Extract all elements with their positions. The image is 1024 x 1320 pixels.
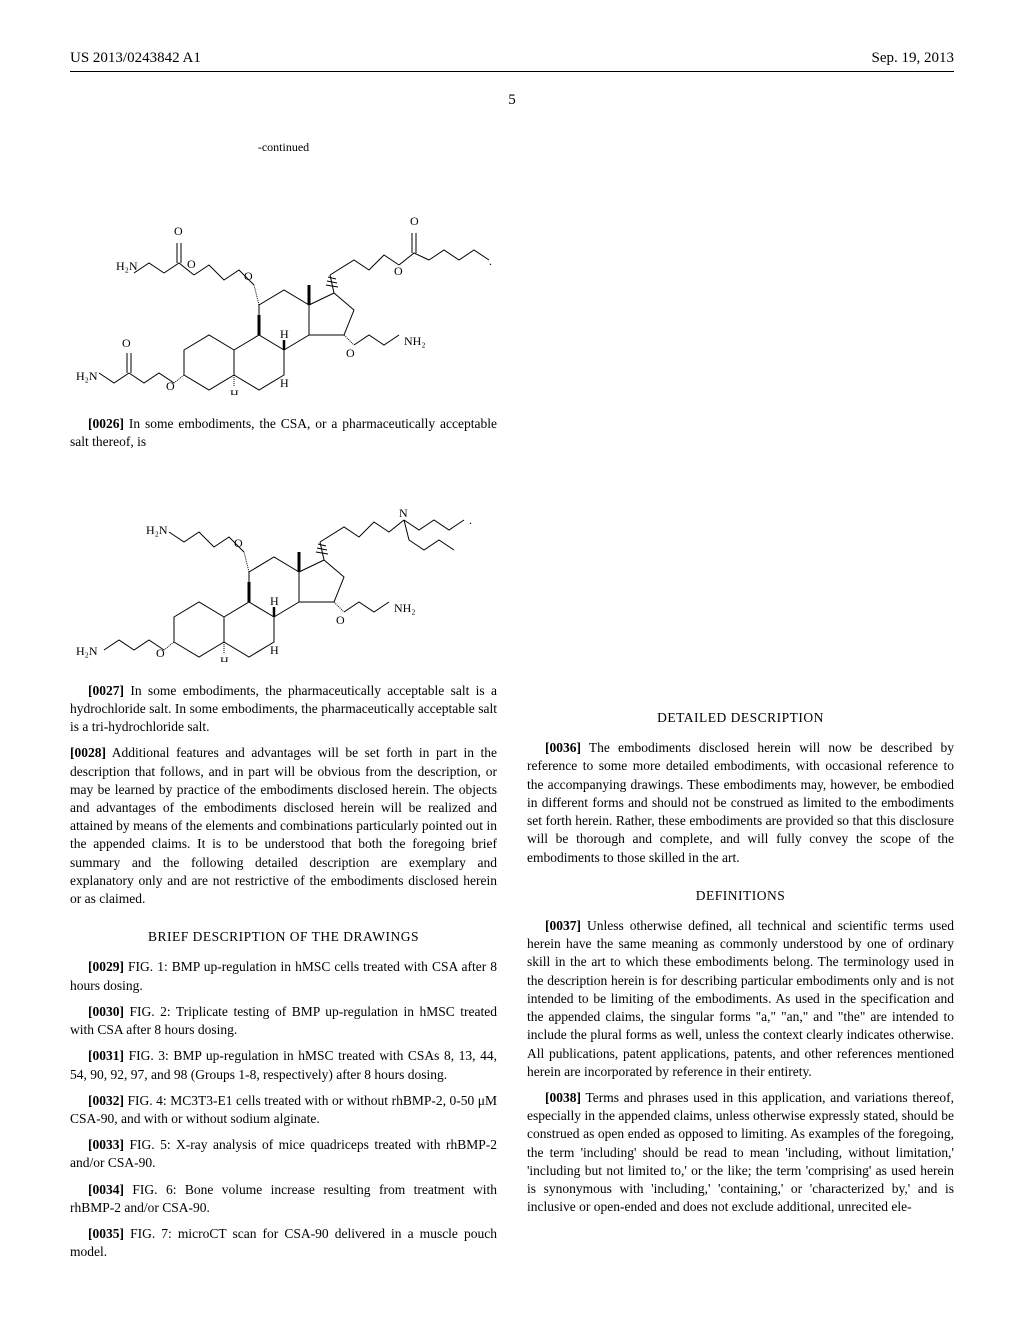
svg-text:O: O — [156, 646, 165, 660]
para-num: [0033] — [88, 1137, 124, 1152]
svg-text:NH₂: NH₂ — [394, 601, 416, 615]
svg-text:.: . — [469, 513, 472, 527]
section-detailed-description: DETAILED DESCRIPTION — [527, 709, 954, 727]
svg-text:O: O — [174, 224, 183, 238]
svg-text:N: N — [399, 506, 408, 520]
svg-text:H₂N: H₂N — [146, 523, 168, 537]
paragraph-0038: [0038] Terms and phrases used in this ap… — [527, 1089, 954, 1217]
paragraph-0028: [0028] Additional features and advantage… — [70, 744, 497, 908]
para-text: Additional features and advantages will … — [70, 745, 497, 906]
svg-text:O: O — [336, 613, 345, 627]
para-num: [0027] — [88, 683, 124, 698]
svg-text:H: H — [270, 594, 279, 608]
para-num: [0030] — [88, 1004, 124, 1019]
para-text: In some embodiments, the pharmaceuticall… — [70, 683, 497, 734]
para-num: [0038] — [545, 1090, 581, 1105]
section-brief-description: BRIEF DESCRIPTION OF THE DRAWINGS — [70, 928, 497, 946]
para-num: [0029] — [88, 959, 124, 974]
para-text: FIG. 5: X-ray analysis of mice quadricep… — [70, 1137, 497, 1170]
paragraph-0035: [0035] FIG. 7: microCT scan for CSA-90 d… — [70, 1225, 497, 1261]
para-num: [0037] — [545, 918, 581, 933]
svg-text:H: H — [270, 643, 279, 657]
para-num: [0031] — [88, 1048, 124, 1063]
chemical-structure-1: H₂N H₂N O O O O O O O O H H H NH₂ . — [70, 165, 497, 395]
svg-text:H: H — [230, 387, 239, 395]
para-text: Terms and phrases used in this applicati… — [527, 1090, 954, 1214]
paragraph-0036: [0036] The embodiments disclosed herein … — [527, 739, 954, 867]
paragraph-0030: [0030] FIG. 2: Triplicate testing of BMP… — [70, 1003, 497, 1039]
para-text: FIG. 6: Bone volume increase resulting f… — [70, 1182, 497, 1215]
para-text: FIG. 4: MC3T3-E1 cells treated with or w… — [70, 1093, 497, 1126]
paragraph-0037: [0037] Unless otherwise defined, all tec… — [527, 917, 954, 1081]
continued-label: -continued — [70, 139, 497, 155]
svg-text:H₂N: H₂N — [76, 644, 98, 658]
para-num: [0028] — [70, 745, 106, 760]
svg-text:H: H — [220, 654, 229, 662]
paragraph-0033: [0033] FIG. 5: X-ray analysis of mice qu… — [70, 1136, 497, 1172]
para-num: [0032] — [88, 1093, 124, 1108]
paragraph-0031: [0031] FIG. 3: BMP up-regulation in hMSC… — [70, 1047, 497, 1083]
paragraph-0034: [0034] FIG. 6: Bone volume increase resu… — [70, 1181, 497, 1217]
para-text: FIG. 1: BMP up-regulation in hMSC cells … — [70, 959, 497, 992]
para-text: FIG. 7: microCT scan for CSA-90 delivere… — [70, 1226, 497, 1259]
para-num: [0026] — [88, 416, 124, 431]
svg-text:O: O — [234, 536, 243, 550]
svg-text:H₂N: H₂N — [76, 369, 98, 383]
svg-text:O: O — [394, 264, 403, 278]
page-header: US 2013/0243842 A1 Sep. 19, 2013 — [70, 50, 954, 67]
content-columns: -continued — [70, 139, 954, 1270]
para-text: FIG. 3: BMP up-regulation in hMSC treate… — [70, 1048, 497, 1081]
svg-text:H₂N: H₂N — [116, 259, 138, 273]
para-text: The embodiments disclosed herein will no… — [527, 740, 954, 864]
svg-text:O: O — [244, 269, 253, 283]
svg-text:H: H — [280, 327, 289, 341]
publication-number: US 2013/0243842 A1 — [70, 50, 201, 67]
para-num: [0036] — [545, 740, 581, 755]
para-text: FIG. 2: Triplicate testing of BMP up-reg… — [70, 1004, 497, 1037]
paragraph-0026: [0026] In some embodiments, the CSA, or … — [70, 415, 497, 451]
svg-text:O: O — [346, 346, 355, 360]
svg-text:.: . — [489, 254, 492, 268]
para-num: [0034] — [88, 1182, 124, 1197]
para-text: In some embodiments, the CSA, or a pharm… — [70, 416, 497, 449]
paragraph-0027: [0027] In some embodiments, the pharmace… — [70, 682, 497, 737]
para-text: Unless otherwise defined, all technical … — [527, 918, 954, 1079]
svg-text:O: O — [187, 257, 196, 271]
publication-date: Sep. 19, 2013 — [872, 50, 955, 67]
page-number: 5 — [70, 92, 954, 109]
header-divider — [70, 71, 954, 72]
svg-text:O: O — [122, 336, 131, 350]
chemical-structure-2: H₂N H₂N O O O N H H H NH₂ . — [70, 462, 497, 662]
section-definitions: DEFINITIONS — [527, 887, 954, 905]
para-num: [0035] — [88, 1226, 124, 1241]
svg-text:O: O — [410, 214, 419, 228]
svg-text:NH₂: NH₂ — [404, 334, 426, 348]
paragraph-0029: [0029] FIG. 1: BMP up-regulation in hMSC… — [70, 958, 497, 994]
left-column: -continued — [70, 139, 497, 1270]
svg-text:O: O — [166, 379, 175, 393]
paragraph-0032: [0032] FIG. 4: MC3T3-E1 cells treated wi… — [70, 1092, 497, 1128]
svg-text:H: H — [280, 376, 289, 390]
right-column: DETAILED DESCRIPTION [0036] The embodime… — [527, 139, 954, 1270]
